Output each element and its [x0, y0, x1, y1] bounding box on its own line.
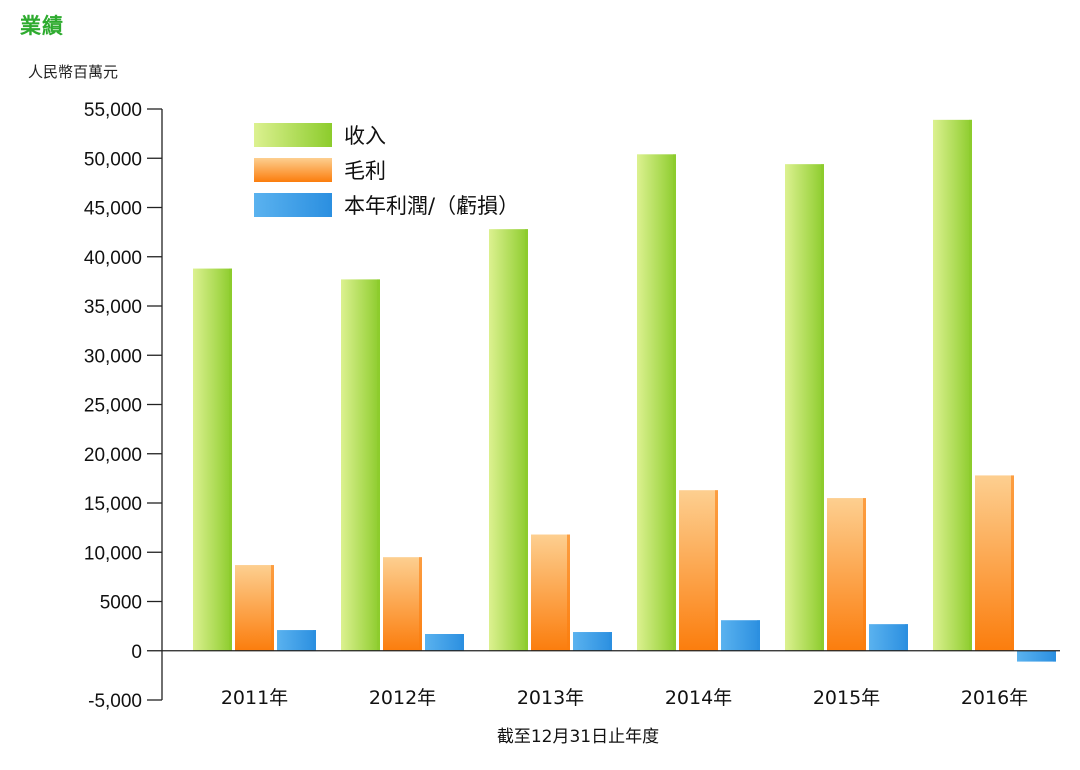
bar-3-2014年: [721, 620, 760, 651]
bar-3-2012年: [425, 634, 464, 651]
bar-edge: [461, 634, 464, 651]
bar-3-2013年: [573, 632, 612, 651]
x-tick-label: 2016年: [961, 687, 1028, 709]
legend-label-2: 毛利: [344, 159, 386, 183]
y-tick-label: 10,000: [84, 543, 142, 564]
bar-edge: [1053, 650, 1056, 662]
x-tick-label: 2012年: [369, 687, 436, 709]
bar-edge: [419, 557, 422, 651]
legend-swatch-3: [254, 193, 332, 217]
bar-edge: [229, 268, 232, 651]
y-tick-label: 50,000: [84, 149, 142, 170]
bar-3-2015年: [869, 624, 908, 651]
bar-1-2011年: [193, 268, 232, 651]
bar-1-2012年: [341, 279, 380, 651]
bar-2-2013年: [531, 534, 570, 651]
bar-edge: [715, 490, 718, 651]
y-tick-label: 5000: [100, 593, 142, 614]
bar-2-2014年: [679, 490, 718, 651]
y-tick-label: 0: [131, 642, 142, 663]
bar-1-2014年: [637, 154, 676, 651]
bar-edge: [313, 630, 316, 651]
x-tick-label: 2011年: [221, 687, 288, 709]
bar-1-2016年: [933, 119, 972, 651]
bar-3-2011年: [277, 630, 316, 651]
bar-edge: [757, 620, 760, 651]
y-tick-label: 35,000: [84, 297, 142, 318]
bar-edge: [969, 119, 972, 651]
x-tick-label: 2014年: [665, 687, 732, 709]
bar-edge: [863, 498, 866, 651]
bar-edge: [377, 279, 380, 651]
bar-edge: [609, 632, 612, 651]
bar-edge: [271, 565, 274, 651]
y-tick-label: 30,000: [84, 346, 142, 367]
legend-label-1: 收入: [344, 124, 386, 148]
y-tick-label: 40,000: [84, 248, 142, 269]
y-tick-label: 55,000: [84, 100, 142, 121]
bar-3-2016年: [1017, 650, 1056, 662]
y-tick-label: 20,000: [84, 445, 142, 466]
x-tick-label: 2015年: [813, 687, 880, 709]
legend-swatch-2: [254, 158, 332, 182]
bar-edge: [821, 164, 824, 651]
legend-swatch-1: [254, 123, 332, 147]
axis-layer: -5,000 0 5000 10,000 15,000 20,000 25,000 30,00…: [84, 100, 1060, 747]
x-tick-label: 2013年: [517, 687, 584, 709]
bar-edge: [525, 229, 528, 651]
y-axis-unit-label: 人民幣百萬元: [28, 63, 119, 81]
y-tick-label: -5,000: [88, 691, 142, 712]
x-axis-label: 截至12月31日止年度: [497, 727, 659, 747]
bar-1-2013年: [489, 229, 528, 651]
bar-2-2012年: [383, 557, 422, 651]
bars-layer: [193, 119, 1056, 662]
bar-edge: [673, 154, 676, 651]
page-title: 業績: [20, 14, 64, 38]
y-tick-label: 45,000: [84, 199, 142, 220]
bar-edge: [1011, 475, 1014, 651]
bar-2-2011年: [235, 565, 274, 651]
y-tick-label: 15,000: [84, 494, 142, 515]
bar-edge: [905, 624, 908, 651]
bar-edge: [567, 534, 570, 651]
bar-1-2015年: [785, 164, 824, 651]
legend-label-3: 本年利潤/（虧損）: [344, 194, 519, 218]
bar-2-2016年: [975, 475, 1014, 651]
bar-2-2015年: [827, 498, 866, 651]
y-tick-label: 25,000: [84, 396, 142, 417]
